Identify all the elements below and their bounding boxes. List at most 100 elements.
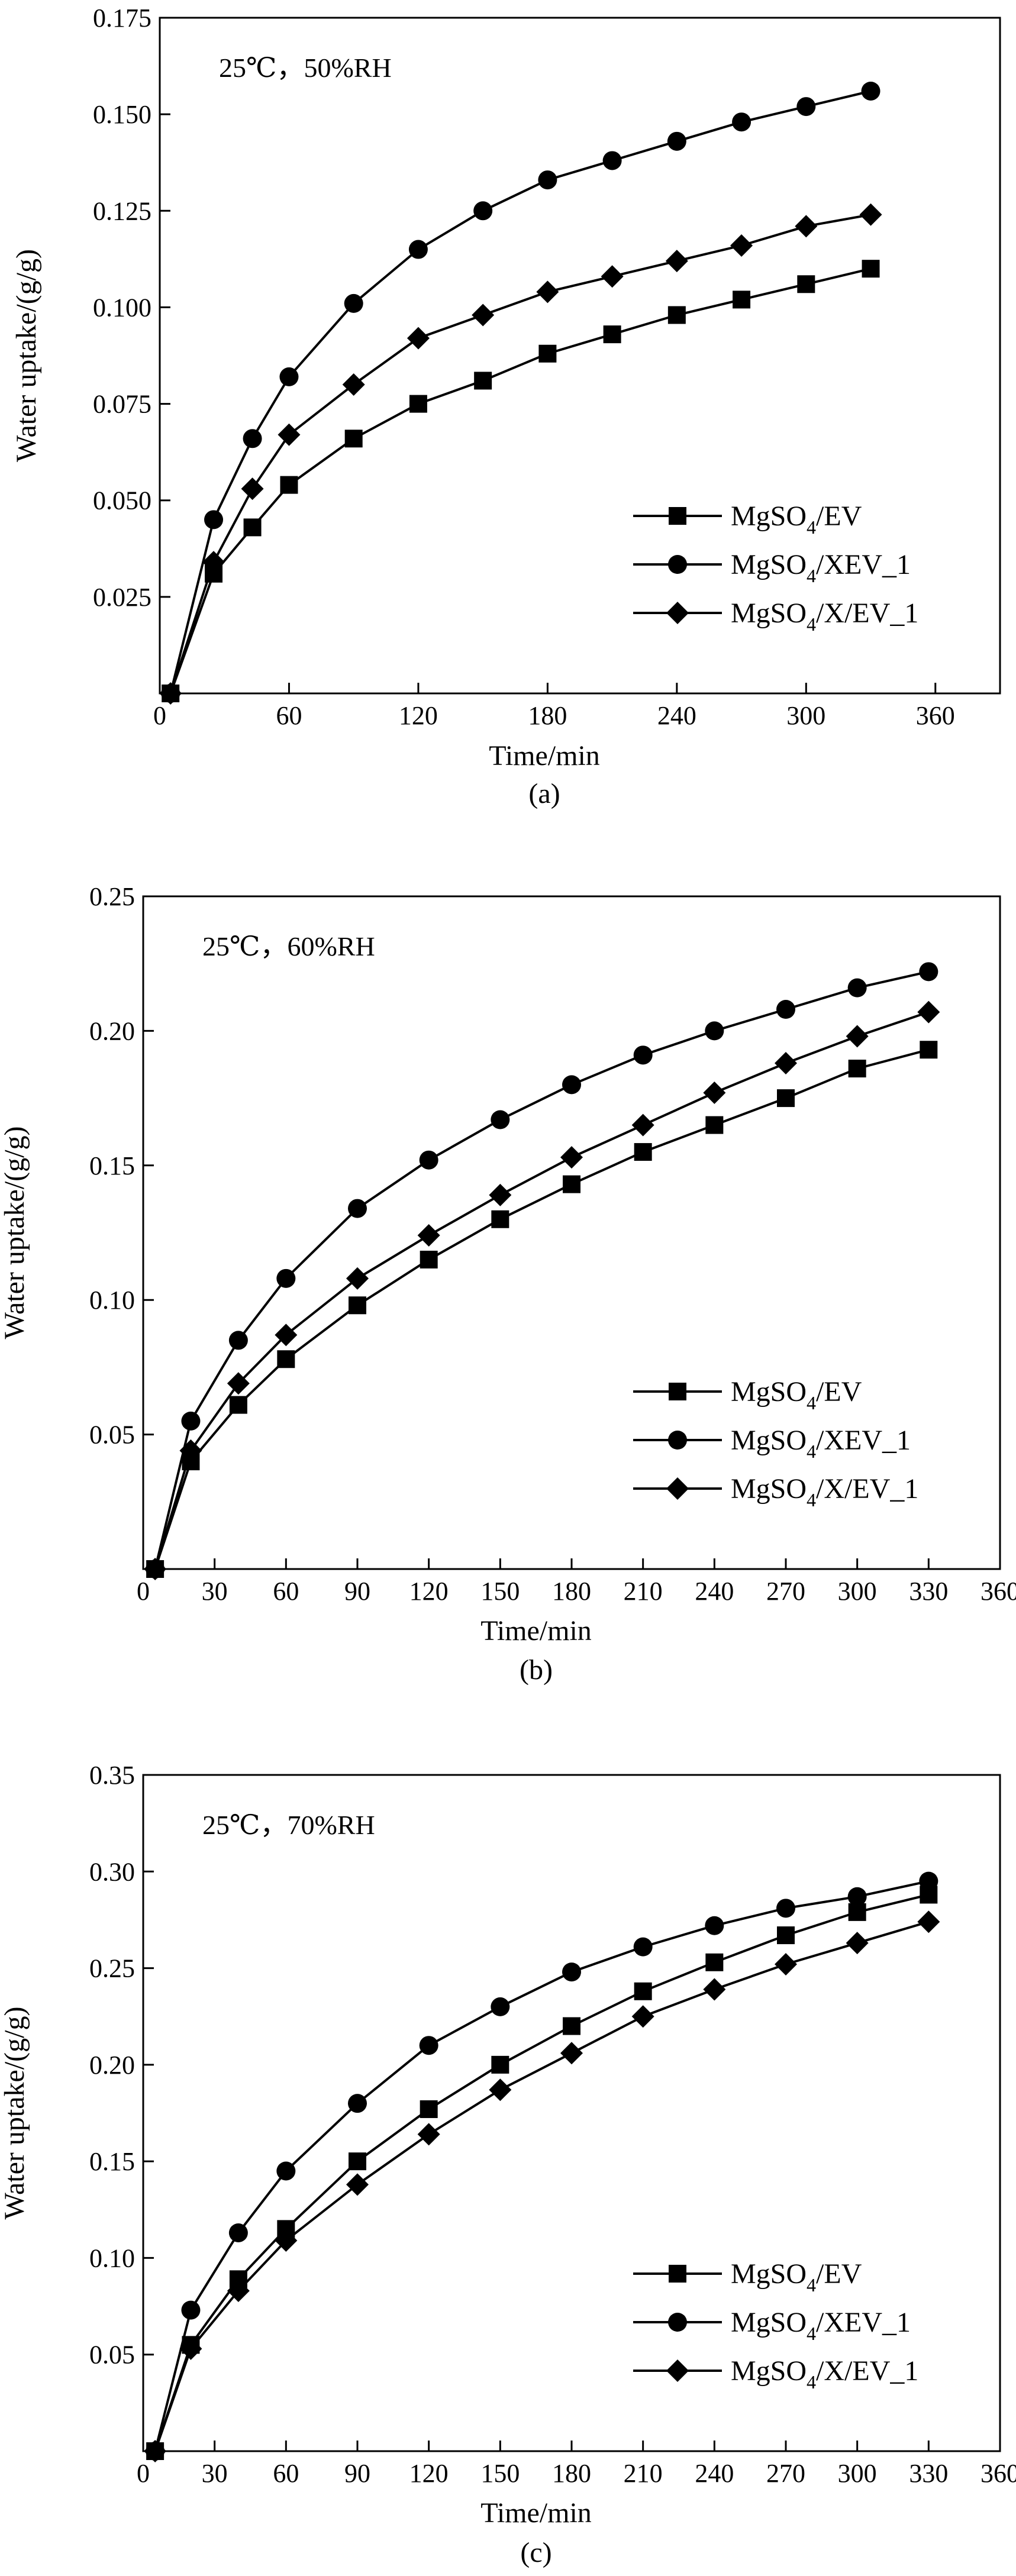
panel-1-series-3: [159, 203, 882, 705]
panel-1-data-point: [407, 327, 430, 350]
panel-1-data-point: [409, 395, 427, 413]
legend-label-tail: /XEV_1: [816, 2307, 911, 2338]
panel-1-data-point: [408, 240, 428, 259]
panel-2-data-point: [417, 1224, 440, 1247]
panel-2-data-point: [777, 1089, 795, 1108]
legend-label-tail: /X/EV_1: [816, 598, 918, 629]
panel-2-y-tick-label: 0.10: [89, 1286, 135, 1315]
panel-3-legend-marker: [666, 2359, 689, 2382]
panel-3-data-point: [179, 2337, 202, 2360]
legend-label-subscript: 4: [807, 2323, 816, 2344]
panel-3-data-point: [919, 1871, 938, 1891]
panel-2-series-line: [154, 1011, 929, 1570]
panel-1-data-point: [732, 112, 751, 132]
panel-3-x-tick-label: 360: [980, 2459, 1016, 2488]
panel-1-series-2: [161, 81, 880, 703]
panel-1-data-point: [202, 551, 225, 574]
panel-1-data-point: [795, 215, 818, 238]
panel-1-series-1: [162, 260, 880, 702]
panel-1-data-point: [538, 170, 557, 190]
panel-3-x-axis-title: Time/min: [480, 2497, 592, 2529]
panel-1-x-tick-label: 60: [276, 701, 302, 730]
panel-3-series-2: [146, 1871, 938, 2461]
panel-3-data-point: [917, 1910, 940, 1933]
legend-label-subscript: 4: [807, 565, 816, 586]
panel-3-x-tick-label: 240: [695, 2459, 734, 2488]
panel-1-legend-label: MgSO4/EV: [731, 501, 862, 538]
panel-1-data-point: [280, 476, 298, 494]
panel-2-data-point: [179, 1439, 202, 1462]
panel-1-x-tick-label: 180: [528, 701, 567, 730]
panel-1-data-point: [278, 423, 301, 446]
panel-2-data-point: [703, 1082, 726, 1105]
panel-3-data-point: [703, 1978, 726, 2001]
panel-2-plot-frame: [142, 895, 1001, 1570]
panel-3-x-tick-label: 90: [344, 2459, 370, 2488]
panel-2-x-tick-label: 360: [980, 1577, 1016, 1606]
panel-3-data-point: [633, 1937, 653, 1957]
panel-1-x-axis-title: Time/min: [489, 740, 600, 771]
panel-2-x-tick-label: 210: [624, 1577, 663, 1606]
panel-1-condition-label: 25℃，50%RH: [219, 53, 392, 83]
panel-2-panel-label: (b): [520, 1654, 553, 1686]
panel-1-y-axis-title: Water uptake/(g/g): [11, 249, 42, 462]
panel-2-series-line: [154, 970, 929, 1570]
panel-3-series-line: [154, 1893, 929, 2452]
panel-3-data-point: [349, 2152, 366, 2171]
legend-label-subscript: 4: [807, 2371, 816, 2393]
panel-1-data-point: [861, 81, 880, 101]
panel-3-data-point: [634, 1982, 652, 2000]
panel-1-data-point: [796, 97, 816, 117]
panel-2-data-point: [491, 1110, 510, 1129]
panel-3-legend-marker: [669, 2265, 686, 2283]
panel-2: 0 30 60 90 120 150 180 210 240 270 300 330 360 0.05 0.…: [0, 882, 1016, 1686]
panel-2-legend-label: MgSO4/XEV_1: [731, 1425, 911, 1462]
panel-2-x-tick-label: 330: [909, 1577, 948, 1606]
panel-3-data-point: [491, 1997, 510, 2016]
panel-1-legend-marker: [666, 602, 689, 624]
panel-3-data-point: [848, 1903, 866, 1921]
panel-1-data-point: [243, 518, 262, 537]
panel-1-data-point: [602, 151, 622, 170]
panel-2-y-axis-title: Water uptake/(g/g): [0, 1126, 30, 1339]
panel-2-data-point: [562, 1075, 581, 1095]
panel-2-data-point: [920, 1041, 938, 1059]
panel-1-x-tick-label: 0: [153, 701, 166, 730]
panel-3-series-3: [144, 1910, 940, 2462]
panel-3-x-tick-label: 0: [137, 2459, 150, 2488]
panel-3-condition-label: 25℃，70%RH: [202, 1810, 375, 1840]
panel-1-data-point: [665, 250, 688, 273]
panel-1-y-tick-label: 0.025: [93, 583, 151, 612]
panel-2-data-point: [491, 1210, 509, 1228]
panel-2-x-tick-label: 300: [838, 1577, 877, 1606]
panel-1-legend-label: MgSO4/XEV_1: [731, 549, 911, 586]
panel-1-x-tick-label: 300: [786, 701, 825, 730]
panel-3-legend-marker: [668, 2313, 687, 2332]
panel-2-y-tick-label: 0.20: [89, 1016, 135, 1045]
panel-2-data-point: [277, 1350, 295, 1368]
legend-label-main: MgSO: [731, 549, 807, 580]
panel-2-x-tick-label: 270: [766, 1577, 805, 1606]
panel-3-data-point: [144, 2440, 167, 2462]
panel-1-data-point: [730, 234, 753, 257]
panel-3-x-tick-label: 330: [909, 2459, 948, 2488]
panel-2-data-point: [489, 1183, 512, 1206]
legend-label-tail: /EV: [816, 2258, 862, 2290]
panel-2-data-point: [705, 1116, 724, 1134]
panel-1-data-point: [859, 203, 882, 226]
panel-3-y-tick-label: 0.20: [89, 2051, 135, 2080]
panel-2-legend-marker: [669, 1383, 686, 1400]
panel-3-x-tick-label: 180: [552, 2459, 591, 2488]
legend-label-main: MgSO: [731, 2307, 807, 2338]
panel-2-data-point: [919, 962, 938, 982]
panel-2-legend-label: MgSO4/EV: [731, 1376, 862, 1413]
panel-3-x-tick-label: 60: [273, 2459, 299, 2488]
panel-2-data-point: [349, 1296, 366, 1315]
panel-3-data-point: [346, 2173, 369, 2196]
panel-2-y-tick-label: 0.05: [89, 1421, 135, 1450]
panel-1-legend-marker: [669, 507, 686, 525]
panel-2-data-point: [228, 1331, 248, 1350]
